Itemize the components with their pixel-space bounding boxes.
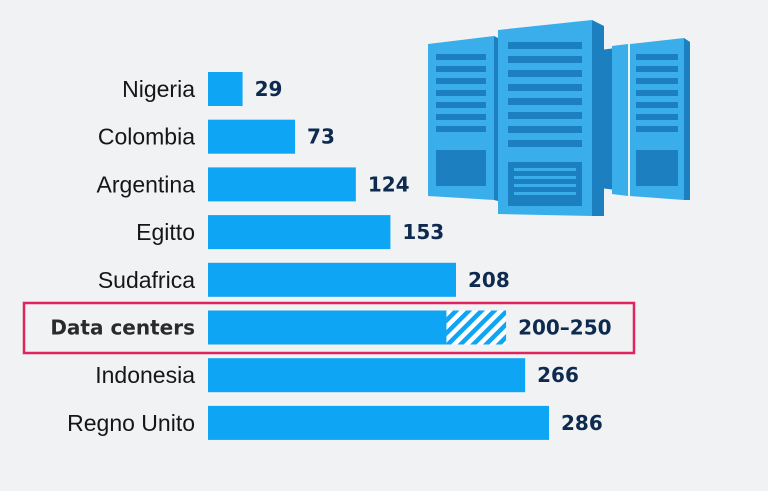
value-label: 124 bbox=[368, 172, 410, 196]
bar-sudafrica bbox=[208, 262, 456, 297]
bars-group bbox=[208, 72, 549, 440]
category-label: Nigeria bbox=[122, 76, 195, 102]
server-rack-icon bbox=[612, 44, 628, 196]
category-label: Data centers bbox=[50, 316, 195, 340]
value-label: 73 bbox=[307, 125, 335, 149]
bar-data-centers-range bbox=[446, 310, 507, 345]
value-label: 153 bbox=[402, 220, 444, 244]
bar-data-centers-min bbox=[208, 310, 447, 345]
value-labels: 29 73 124 153 208 200–250 266 286 bbox=[255, 77, 612, 435]
category-label: Regno Unito bbox=[67, 410, 195, 436]
category-label: Indonesia bbox=[95, 362, 195, 388]
bar-nigeria bbox=[208, 72, 243, 106]
bar-indonesia bbox=[208, 358, 526, 393]
highlight-box bbox=[22, 301, 636, 355]
server-rack-icon bbox=[498, 20, 604, 216]
category-label: Colombia bbox=[98, 124, 195, 150]
value-label: 29 bbox=[255, 77, 283, 101]
category-label: Sudafrica bbox=[98, 267, 195, 293]
category-label: Argentina bbox=[97, 171, 196, 197]
server-rack-icon bbox=[428, 36, 502, 202]
category-labels: Nigeria Colombia Argentina Egitto Sudafrica D… bbox=[50, 76, 195, 436]
value-label: 286 bbox=[561, 411, 603, 435]
bar-egitto bbox=[208, 215, 391, 250]
server-racks-icon bbox=[428, 20, 690, 216]
value-label: 266 bbox=[537, 363, 579, 387]
bar-argentina bbox=[208, 167, 356, 202]
value-label: 200–250 bbox=[518, 316, 612, 340]
bar-regno-unito bbox=[208, 405, 549, 440]
bar-colombia bbox=[208, 119, 296, 154]
value-label: 208 bbox=[468, 268, 510, 292]
category-label: Egitto bbox=[136, 219, 195, 245]
